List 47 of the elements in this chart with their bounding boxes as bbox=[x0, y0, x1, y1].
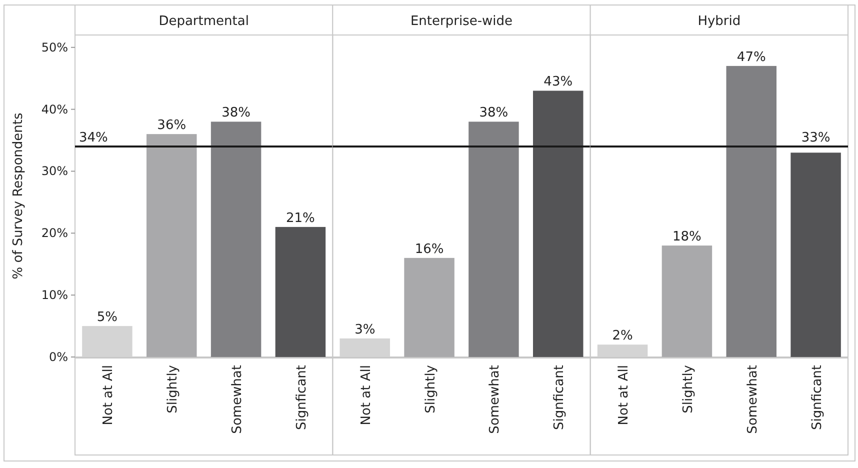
chart-title: Hybrid bbox=[698, 14, 741, 29]
data-label: 18% bbox=[672, 230, 702, 245]
data-label: 33% bbox=[801, 130, 830, 146]
bar bbox=[146, 134, 197, 357]
bar bbox=[275, 226, 326, 357]
data-label: 3% bbox=[354, 322, 376, 338]
chart-title: Departmental bbox=[158, 14, 249, 29]
y-tick-label: 30% bbox=[41, 164, 68, 178]
x-tick-label: Slightly bbox=[166, 364, 181, 414]
data-label: 5% bbox=[96, 310, 118, 326]
x-tick-label: Slightly bbox=[680, 364, 696, 414]
x-tick-label: Signficant bbox=[810, 365, 825, 430]
data-label: 38% bbox=[222, 106, 250, 121]
bar bbox=[404, 258, 454, 357]
data-label: 36% bbox=[157, 118, 186, 134]
data-label: 47% bbox=[736, 50, 766, 65]
y-tick-label: 40% bbox=[41, 102, 68, 116]
data-label: 2% bbox=[612, 328, 633, 344]
x-tick-label: Not at All bbox=[101, 365, 116, 426]
bar bbox=[726, 66, 776, 357]
data-label: 43% bbox=[544, 74, 573, 90]
y-axis-title: % of Survey Respondents bbox=[11, 112, 26, 280]
x-tick-label: Signficant bbox=[552, 365, 568, 430]
x-tick-label: Somewhat bbox=[230, 365, 246, 434]
x-tick-label: Somewhat bbox=[745, 365, 760, 434]
bar bbox=[533, 90, 584, 357]
y-tick-label: 20% bbox=[41, 226, 68, 240]
x-tick-label: Not at All bbox=[358, 365, 374, 426]
bar bbox=[790, 152, 841, 357]
bar bbox=[597, 344, 648, 357]
ref-line-label: 34% bbox=[79, 130, 108, 146]
data-label: 38% bbox=[479, 106, 508, 121]
y-tick-label: 10% bbox=[41, 288, 68, 302]
bar bbox=[468, 122, 519, 357]
x-tick-label: Not at All bbox=[616, 365, 632, 426]
y-tick-label: 0% bbox=[48, 350, 68, 364]
bar bbox=[662, 246, 712, 357]
data-label: 16% bbox=[414, 242, 444, 257]
y-tick-label: 50% bbox=[41, 40, 68, 54]
x-tick-label: Signficant bbox=[294, 365, 310, 430]
data-label: 21% bbox=[286, 210, 315, 226]
bar bbox=[82, 326, 132, 357]
x-tick-label: Slightly bbox=[423, 364, 438, 414]
x-tick-label: Somewhat bbox=[488, 365, 503, 434]
chart-title: Enterprise-wide bbox=[410, 14, 513, 29]
bar bbox=[210, 122, 262, 357]
bar bbox=[340, 338, 390, 357]
